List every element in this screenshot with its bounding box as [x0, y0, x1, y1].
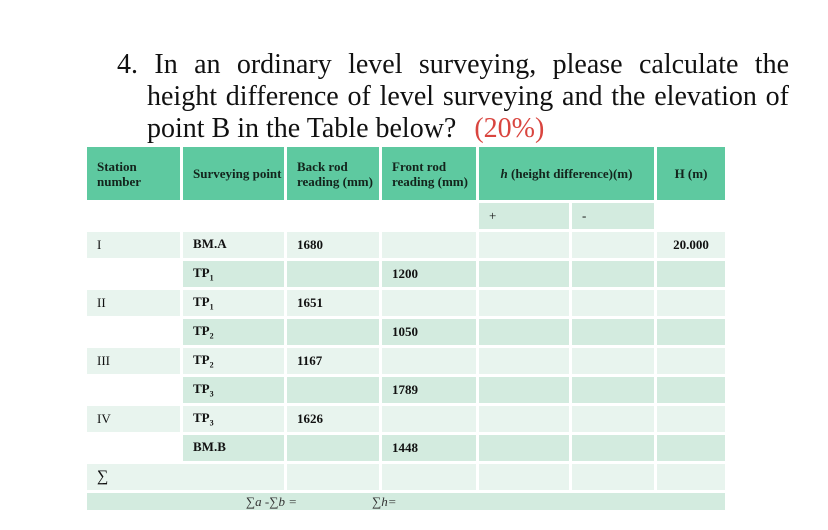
minus-header: -: [572, 203, 657, 232]
elevation-cell: [657, 290, 725, 319]
sum-plus-cell: [479, 464, 572, 493]
station-cell: II: [87, 290, 183, 319]
station-cell: [87, 319, 183, 348]
header-back-reading: Back rod reading (mm): [287, 147, 382, 203]
plus-cell: [479, 290, 572, 319]
question-text: 4. In an ordinary level surveying, pleas…: [117, 49, 789, 145]
back-reading-cell: 1167: [287, 348, 382, 377]
minus-cell: [572, 290, 657, 319]
front-reading-cell: 1448: [382, 435, 479, 464]
plus-cell: [479, 319, 572, 348]
back-reading-cell: [287, 261, 382, 290]
check-ab-label: ∑a -∑b =: [245, 493, 297, 509]
back-reading-cell: [287, 435, 382, 464]
front-reading-cell: 1200: [382, 261, 479, 290]
front-reading-cell: 1050: [382, 319, 479, 348]
front-reading-cell: [382, 290, 479, 319]
table-row: TP1 1200: [87, 261, 725, 290]
elevation-cell: 20.000: [657, 232, 725, 261]
elevation-cell: [657, 348, 725, 377]
back-reading-cell: 1626: [287, 406, 382, 435]
plus-cell: [479, 406, 572, 435]
subheader-row: + -: [87, 203, 725, 232]
front-reading-cell: [382, 232, 479, 261]
question-weight: (20%): [474, 113, 545, 144]
plus-cell: [479, 232, 572, 261]
point-cell: TP1: [183, 261, 287, 290]
question-number: 4.: [117, 49, 138, 80]
header-row: Station number Surveying point Back rod …: [87, 147, 725, 203]
blank-cell: [183, 203, 287, 232]
point-cell: TP1: [183, 290, 287, 319]
elevation-cell: [657, 377, 725, 406]
minus-cell: [572, 377, 657, 406]
elevation-cell: [657, 319, 725, 348]
check-cell: ∑a -∑b = ∑h=: [87, 493, 725, 513]
plus-cell: [479, 435, 572, 464]
station-cell: [87, 435, 183, 464]
front-reading-cell: 1789: [382, 377, 479, 406]
elevation-cell: [657, 406, 725, 435]
minus-cell: [572, 319, 657, 348]
question-body: In an ordinary level surveying, please c…: [147, 49, 790, 144]
station-cell: I: [87, 232, 183, 261]
header-front-reading: Front rod reading (mm): [382, 147, 479, 203]
table-row: II TP1 1651: [87, 290, 725, 319]
header-station: Station number: [87, 147, 183, 203]
front-reading-cell: [382, 406, 479, 435]
plus-cell: [479, 348, 572, 377]
plus-cell: [479, 377, 572, 406]
header-height-difference: h (height difference)(m): [479, 147, 657, 203]
h-label: (height difference)(m): [507, 166, 633, 181]
blank-cell: [287, 203, 382, 232]
minus-cell: [572, 348, 657, 377]
table-row: BM.B 1448: [87, 435, 725, 464]
sum-elevation-cell: [657, 464, 725, 493]
blank-cell: [657, 203, 725, 232]
sum-minus-cell: [572, 464, 657, 493]
sum-label: ∑: [87, 464, 287, 493]
point-cell: TP2: [183, 348, 287, 377]
sum-row: ∑: [87, 464, 725, 493]
table-row: III TP2 1167: [87, 348, 725, 377]
station-cell: [87, 261, 183, 290]
leveling-table: Station number Surveying point Back rod …: [87, 147, 725, 513]
sum-back-cell: [287, 464, 382, 493]
check-h-label: ∑h=: [372, 493, 397, 509]
elevation-cell: [657, 435, 725, 464]
table-row: TP2 1050: [87, 319, 725, 348]
back-reading-cell: 1680: [287, 232, 382, 261]
point-cell: TP3: [183, 406, 287, 435]
front-reading-cell: [382, 348, 479, 377]
header-elevation: H (m): [657, 147, 725, 203]
table-row: I BM.A 1680 20.000: [87, 232, 725, 261]
h-symbol: h: [500, 166, 508, 181]
point-cell: TP3: [183, 377, 287, 406]
minus-cell: [572, 435, 657, 464]
minus-cell: [572, 406, 657, 435]
table-row: TP3 1789: [87, 377, 725, 406]
check-row: ∑a -∑b = ∑h=: [87, 493, 725, 513]
blank-cell: [87, 203, 183, 232]
elevation-cell: [657, 261, 725, 290]
point-cell: TP2: [183, 319, 287, 348]
station-cell: [87, 377, 183, 406]
back-reading-cell: 1651: [287, 290, 382, 319]
point-cell: BM.B: [183, 435, 287, 464]
minus-cell: [572, 261, 657, 290]
header-point: Surveying point: [183, 147, 287, 203]
blank-cell: [382, 203, 479, 232]
table-row: IV TP3 1626: [87, 406, 725, 435]
minus-cell: [572, 232, 657, 261]
back-reading-cell: [287, 319, 382, 348]
back-reading-cell: [287, 377, 382, 406]
station-cell: IV: [87, 406, 183, 435]
plus-cell: [479, 261, 572, 290]
plus-header: +: [479, 203, 572, 232]
sum-front-cell: [382, 464, 479, 493]
point-cell: BM.A: [183, 232, 287, 261]
station-cell: III: [87, 348, 183, 377]
